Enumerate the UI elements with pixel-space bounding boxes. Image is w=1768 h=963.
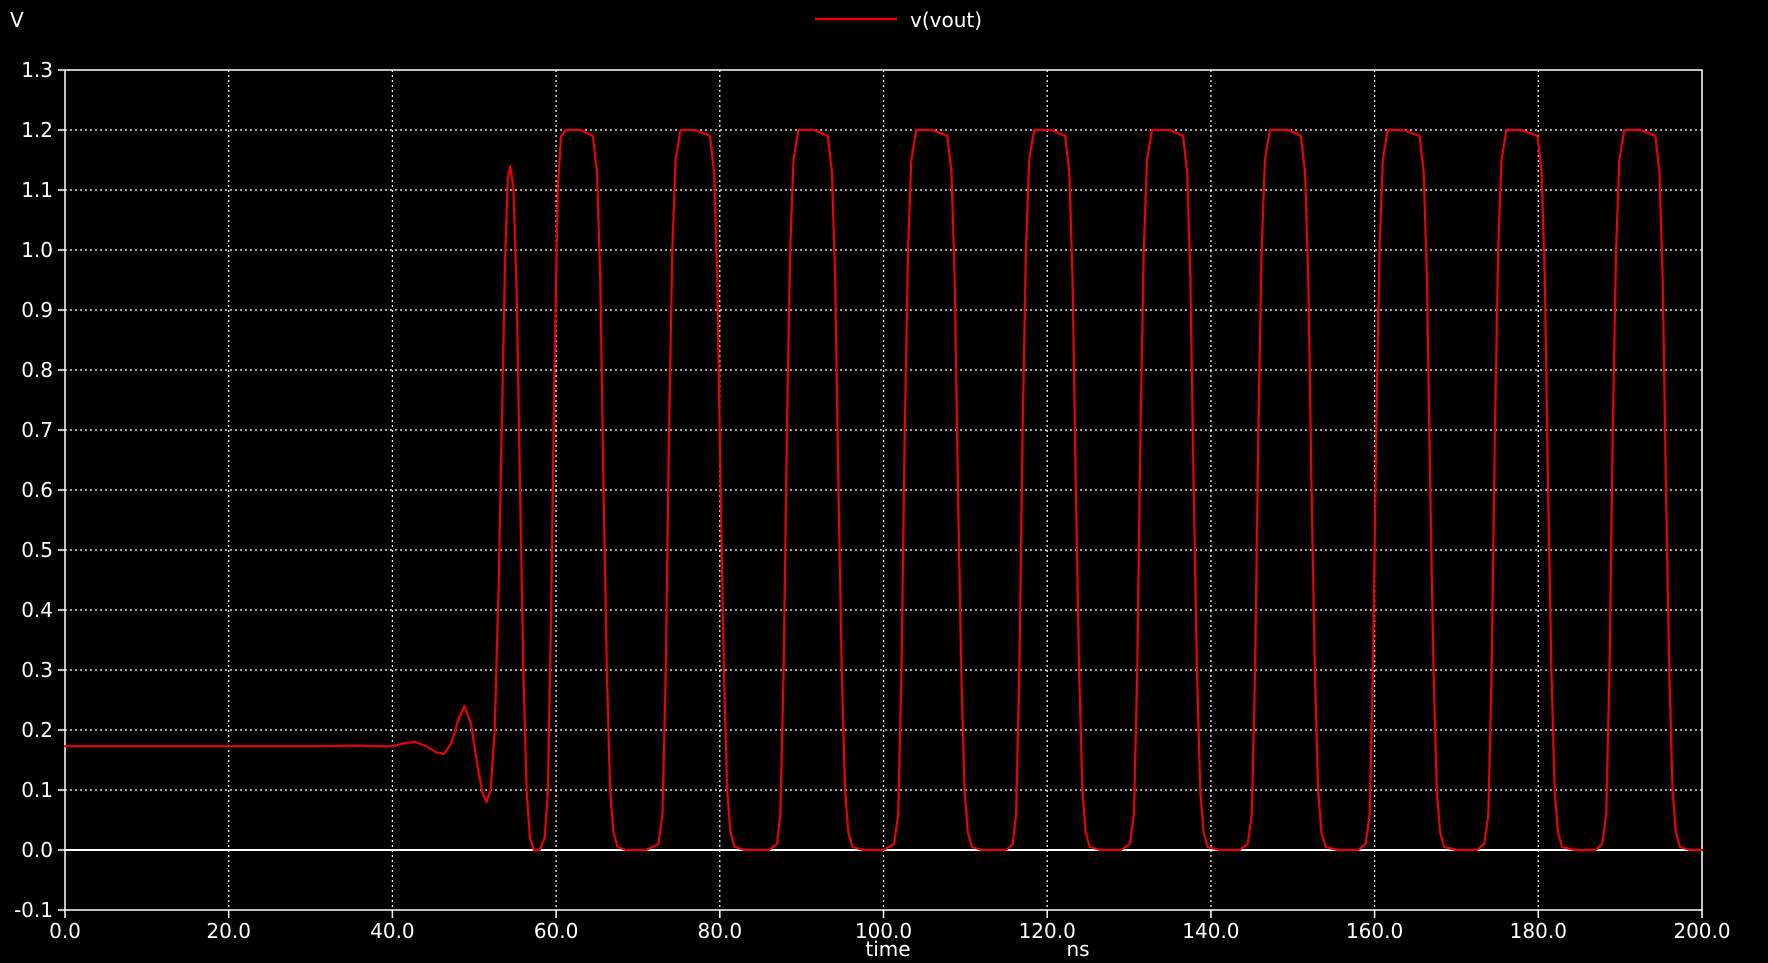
x-tick-label: 0.0 — [49, 919, 81, 943]
x-tick-label: 40.0 — [370, 919, 415, 943]
x-axis-unit: ns — [1066, 937, 1089, 961]
legend-label-vout: v(vout) — [910, 8, 982, 32]
plot-frame — [64, 69, 1703, 911]
y-tick-label: 0.8 — [21, 358, 53, 382]
y-tick-label: 0.3 — [21, 658, 53, 682]
x-tick-label: 20.0 — [206, 919, 251, 943]
y-tick-label: -0.1 — [14, 898, 53, 922]
y-tick-label: 1.1 — [21, 178, 53, 202]
x-tick-label: 140.0 — [1182, 919, 1239, 943]
y-tick-label: 0.7 — [21, 418, 53, 442]
y-tick-label: 0.0 — [21, 838, 53, 862]
y-tick-label: 0.5 — [21, 538, 53, 562]
y-tick-label: 0.2 — [21, 718, 53, 742]
x-tick-label: 100.0 — [855, 919, 912, 943]
y-tick-label: 1.3 — [21, 58, 53, 82]
x-tick-label: 200.0 — [1673, 919, 1730, 943]
series-line-vout — [63, 128, 1704, 852]
x-tick-label: 60.0 — [534, 919, 579, 943]
x-tick-label: 80.0 — [698, 919, 743, 943]
legend: v(vout) — [815, 8, 982, 32]
y-tick-label: 0.4 — [21, 598, 53, 622]
y-tick-label: 0.9 — [21, 298, 53, 322]
y-axis-label: V — [10, 8, 24, 32]
x-tick-label: 180.0 — [1510, 919, 1567, 943]
y-tick-label: 0.6 — [21, 478, 53, 502]
grid-lines — [65, 70, 1702, 910]
y-tick-label: 1.0 — [21, 238, 53, 262]
y-tick-label: 1.2 — [21, 118, 53, 142]
axes: 0.0 20.0 40.0 60.0 80.0 100.0 120.0 140.0 160.0 1… — [14, 58, 1731, 943]
x-axis-label: time — [865, 937, 910, 961]
series-layer — [63, 128, 1704, 852]
y-tick-label: 0.1 — [21, 778, 53, 802]
x-tick-label: 120.0 — [1019, 919, 1076, 943]
x-tick-label: 160.0 — [1346, 919, 1403, 943]
